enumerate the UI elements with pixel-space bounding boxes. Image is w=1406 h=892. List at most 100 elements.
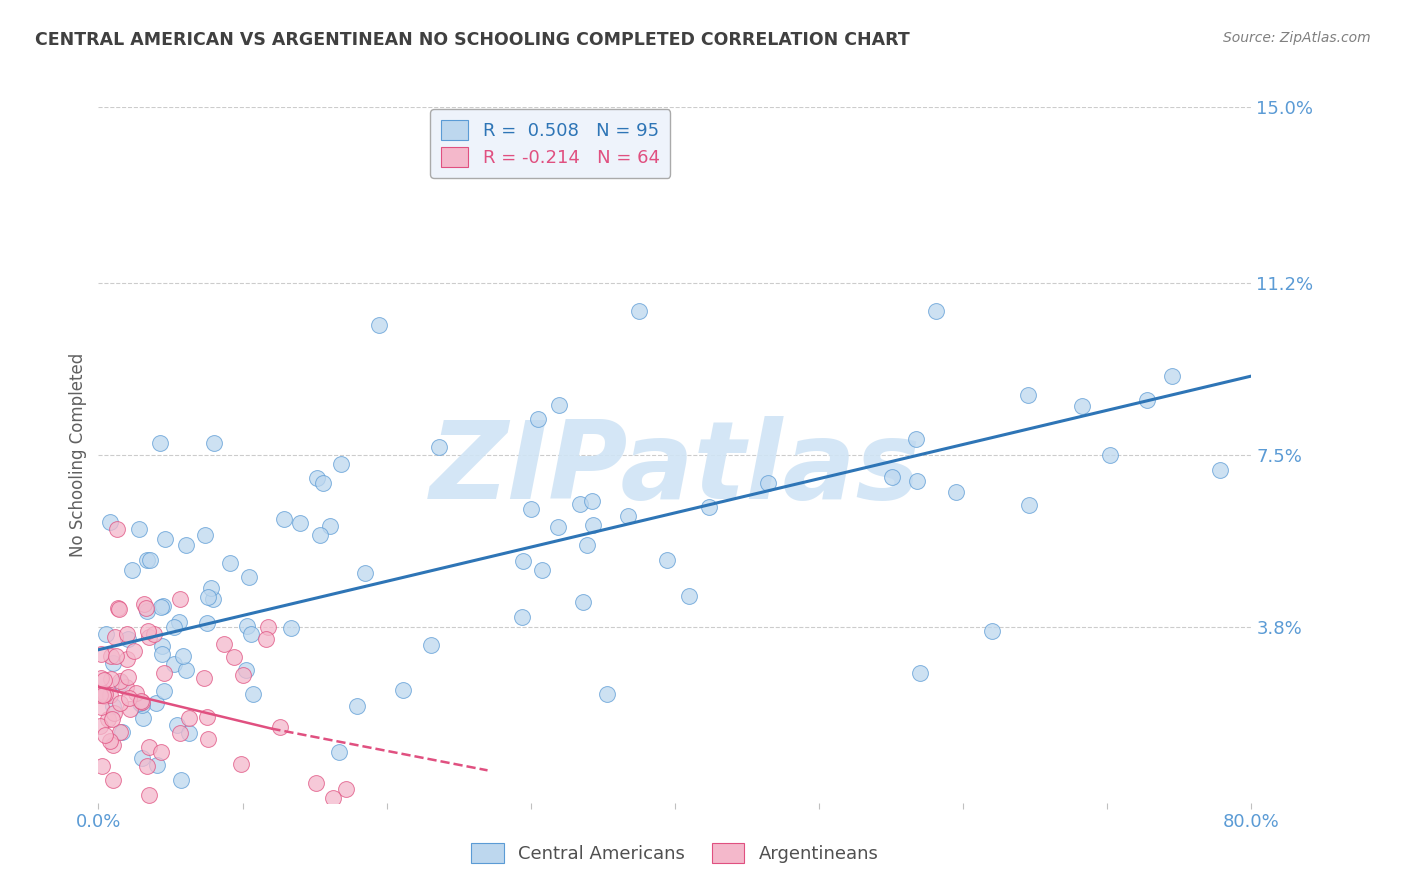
Point bbox=[138, 740, 160, 755]
Point bbox=[368, 318, 391, 332]
Point bbox=[97, 712, 120, 726]
Point bbox=[94, 626, 117, 640]
Point bbox=[242, 687, 264, 701]
Point bbox=[91, 688, 114, 702]
Point bbox=[420, 638, 443, 652]
Point bbox=[134, 601, 156, 615]
Point bbox=[143, 627, 166, 641]
Point bbox=[131, 698, 153, 712]
Point bbox=[135, 553, 157, 567]
Point bbox=[90, 671, 112, 685]
Point bbox=[117, 632, 139, 646]
Point bbox=[569, 497, 592, 511]
Point bbox=[177, 711, 200, 725]
Point bbox=[204, 435, 226, 450]
Point bbox=[94, 728, 117, 742]
Point bbox=[100, 673, 122, 687]
Point bbox=[166, 718, 188, 732]
Point bbox=[98, 734, 121, 748]
Point bbox=[527, 412, 550, 426]
Point bbox=[103, 706, 125, 721]
Point bbox=[547, 520, 569, 534]
Point bbox=[167, 615, 190, 629]
Point bbox=[120, 702, 142, 716]
Point bbox=[510, 610, 533, 624]
Point bbox=[179, 725, 201, 739]
Point bbox=[335, 781, 357, 796]
Point bbox=[108, 725, 131, 739]
Point bbox=[169, 591, 191, 606]
Point bbox=[905, 433, 928, 447]
Point bbox=[322, 791, 344, 805]
Point bbox=[103, 772, 125, 787]
Point bbox=[269, 720, 291, 734]
Point bbox=[756, 476, 779, 491]
Point bbox=[124, 686, 146, 700]
Point bbox=[596, 687, 619, 701]
Legend: Central Americans, Argentineans: Central Americans, Argentineans bbox=[464, 836, 886, 871]
Point bbox=[149, 745, 172, 759]
Point bbox=[238, 570, 260, 584]
Point bbox=[229, 756, 252, 771]
Point bbox=[531, 563, 554, 577]
Point bbox=[101, 656, 124, 670]
Point bbox=[90, 699, 112, 714]
Point bbox=[520, 502, 543, 516]
Point bbox=[117, 670, 139, 684]
Text: Source: ZipAtlas.com: Source: ZipAtlas.com bbox=[1223, 31, 1371, 45]
Point bbox=[149, 436, 172, 450]
Point bbox=[163, 657, 186, 672]
Point bbox=[107, 602, 129, 616]
Point bbox=[280, 621, 302, 635]
Point bbox=[132, 597, 155, 611]
Point bbox=[129, 696, 152, 710]
Point bbox=[146, 758, 169, 772]
Point bbox=[239, 626, 262, 640]
Point bbox=[232, 668, 254, 682]
Point bbox=[195, 710, 218, 724]
Point bbox=[111, 724, 134, 739]
Point bbox=[101, 738, 124, 752]
Point bbox=[678, 589, 700, 603]
Point bbox=[657, 552, 679, 566]
Point bbox=[273, 511, 295, 525]
Point bbox=[328, 745, 350, 759]
Point bbox=[93, 673, 115, 687]
Point bbox=[122, 644, 145, 658]
Point bbox=[132, 710, 155, 724]
Point bbox=[290, 516, 312, 531]
Point bbox=[105, 522, 128, 536]
Point bbox=[152, 599, 174, 614]
Point bbox=[101, 712, 124, 726]
Point bbox=[582, 517, 605, 532]
Point bbox=[427, 440, 450, 454]
Point bbox=[115, 627, 138, 641]
Point bbox=[1209, 463, 1232, 477]
Point bbox=[905, 475, 928, 489]
Point bbox=[121, 563, 143, 577]
Point bbox=[212, 637, 235, 651]
Point bbox=[627, 304, 650, 318]
Point bbox=[163, 619, 186, 633]
Point bbox=[308, 528, 330, 542]
Point bbox=[100, 649, 122, 664]
Point bbox=[880, 470, 903, 484]
Point bbox=[312, 475, 335, 490]
Point bbox=[319, 519, 342, 533]
Point bbox=[194, 528, 217, 542]
Point bbox=[108, 673, 131, 688]
Point bbox=[585, 155, 607, 169]
Point bbox=[139, 552, 162, 566]
Point bbox=[193, 671, 215, 685]
Point bbox=[581, 494, 603, 508]
Point bbox=[138, 630, 160, 644]
Point bbox=[548, 398, 571, 412]
Point bbox=[115, 680, 138, 694]
Point bbox=[138, 788, 160, 802]
Point bbox=[329, 457, 352, 471]
Point bbox=[90, 647, 112, 661]
Point bbox=[254, 632, 277, 646]
Point bbox=[149, 599, 172, 614]
Text: ZIPatlas: ZIPatlas bbox=[429, 416, 921, 522]
Point bbox=[153, 532, 176, 546]
